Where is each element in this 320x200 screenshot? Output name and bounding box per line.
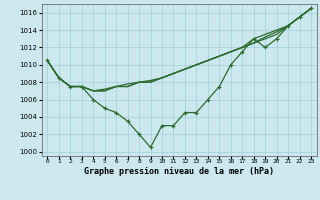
X-axis label: Graphe pression niveau de la mer (hPa): Graphe pression niveau de la mer (hPa)	[84, 167, 274, 176]
